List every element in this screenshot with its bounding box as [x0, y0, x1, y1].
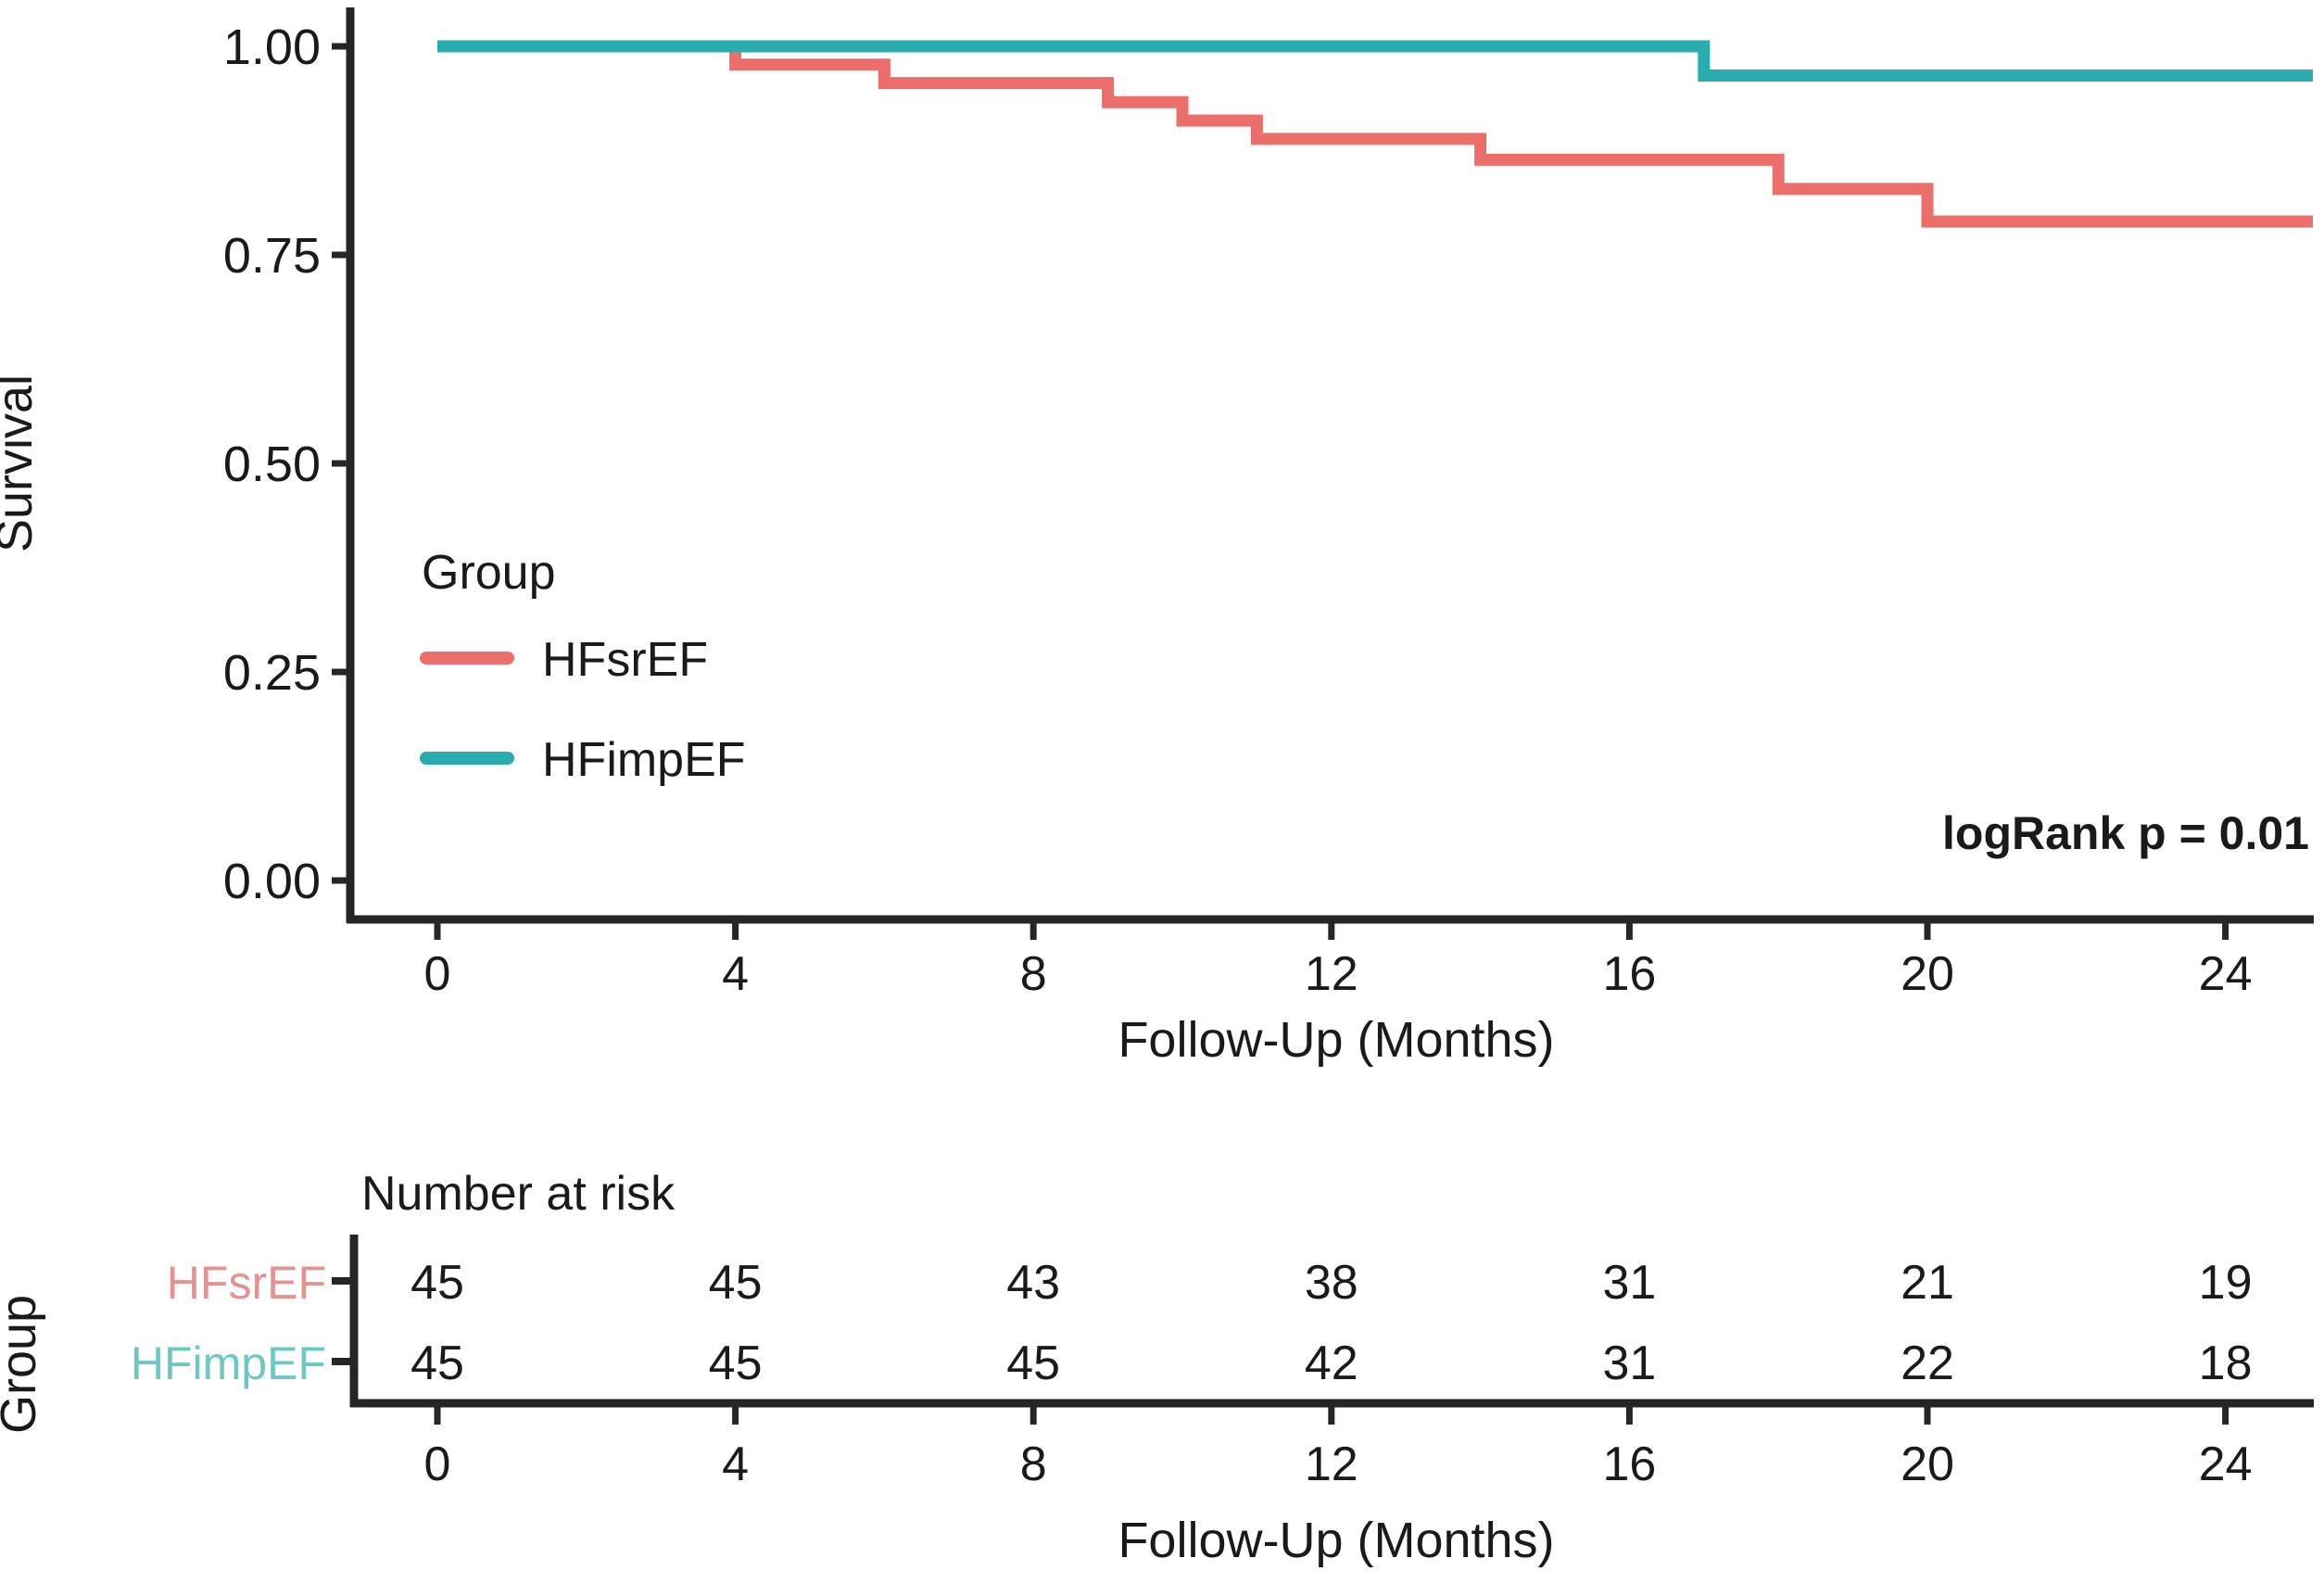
risk-row-label-hfimpef: HFimpEF: [131, 1337, 326, 1389]
risk-value: 38: [1305, 1256, 1358, 1310]
risk-x-tick-label: 16: [1602, 1438, 1656, 1491]
risk-x-tick-label: 24: [2199, 1438, 2253, 1491]
hfimpef-legend-label: HFimpEF: [542, 733, 746, 787]
hfsref-legend-label: HFsrEF: [542, 633, 708, 687]
risk-table-rows: HFsrEF 45 45 43 38 31 21 19 HFimpEF 45 45 45 42 31 22 1…: [131, 1256, 2253, 1390]
legend: Group HFsrEF HFimpEF: [420, 546, 746, 787]
risk-value: 18: [2199, 1337, 2253, 1390]
risk-value: 42: [1305, 1337, 1358, 1390]
logrank-annotation: logRank p = 0.01: [1942, 807, 2309, 859]
x-tick-label: 12: [1305, 947, 1358, 1001]
risk-x-tick-label: 12: [1305, 1438, 1358, 1491]
risk-value: 43: [1006, 1256, 1060, 1310]
y-tick-label: 1.00: [223, 19, 321, 75]
risk-x-tick-label: 0: [424, 1438, 451, 1491]
x-tick-label: 20: [1901, 947, 1954, 1001]
y-tick-label: 0.00: [223, 854, 321, 909]
x-axis-title: Follow-Up (Months): [1118, 1012, 1554, 1068]
risk-value: 45: [709, 1256, 763, 1310]
x-tick-label: 0: [424, 947, 451, 1001]
legend-title: Group: [422, 546, 556, 600]
x-tick-label: 16: [1602, 947, 1656, 1001]
risk-x-axis-title: Follow-Up (Months): [1118, 1513, 1554, 1568]
risk-value: 45: [709, 1337, 763, 1390]
x-tick-label: 8: [1020, 947, 1047, 1001]
risk-value: 31: [1602, 1337, 1656, 1390]
risk-table-title: Number at risk: [361, 1167, 676, 1221]
risk-row-label-hfsref: HFsrEF: [167, 1257, 326, 1309]
risk-group-axis-label: Group: [0, 1295, 46, 1434]
y-tick-label: 0.25: [223, 645, 321, 701]
x-axis-ticks: 0 4 8 12 16 20 24: [424, 919, 2253, 1001]
x-tick-label: 24: [2199, 947, 2253, 1001]
y-tick-label: 0.75: [223, 228, 321, 284]
hfsref-survival-curve: [437, 40, 2313, 228]
risk-value: 45: [1006, 1337, 1060, 1390]
y-tick-label: 0.50: [223, 437, 321, 492]
risk-value: 19: [2199, 1256, 2253, 1310]
risk-x-tick-label: 4: [722, 1438, 749, 1491]
risk-value: 22: [1901, 1337, 1954, 1390]
x-tick-label: 4: [722, 947, 749, 1001]
risk-x-tick-label: 20: [1901, 1438, 1954, 1491]
risk-x-axis-ticks: 0 4 8 12 16 20 24: [424, 1403, 2253, 1491]
y-axis-title: Survival: [0, 374, 43, 552]
risk-value: 45: [410, 1256, 464, 1310]
risk-value: 21: [1901, 1256, 1954, 1310]
hfimpef-survival-curve: [437, 40, 2313, 82]
risk-x-tick-label: 8: [1020, 1438, 1047, 1491]
risk-value: 31: [1602, 1256, 1656, 1310]
risk-value: 45: [410, 1337, 464, 1390]
y-axis-ticks: 1.00 0.75 0.50 0.25 0.00: [223, 19, 350, 909]
